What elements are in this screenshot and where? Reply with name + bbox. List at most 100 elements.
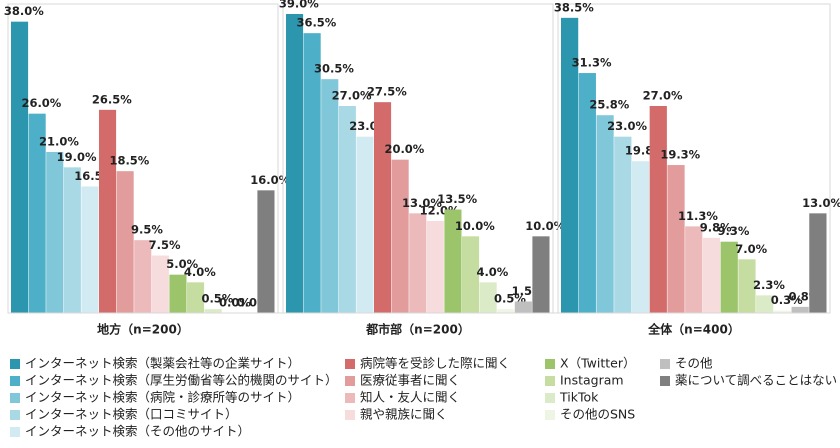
bar	[63, 167, 81, 313]
legend-label: 医療従事者に聞く	[360, 373, 460, 388]
value-label: 38.0%	[4, 4, 44, 18]
value-label: 13.5%	[437, 192, 477, 206]
bar	[809, 213, 827, 313]
bar	[773, 310, 792, 313]
value-label: 13.0%	[402, 196, 442, 210]
bar	[374, 102, 392, 314]
legend-swatch	[345, 393, 355, 403]
bar	[391, 159, 409, 313]
legend-swatch	[10, 410, 20, 420]
legend-label: Instagram	[560, 373, 624, 388]
legend-label: インターネット検索（病院・診療所等のサイト）	[25, 390, 300, 405]
value-label: 11.3%	[678, 209, 718, 223]
bar	[11, 21, 29, 314]
bar	[151, 255, 169, 313]
bar	[321, 79, 339, 314]
legend-swatch	[10, 393, 20, 403]
value-label: 27.5%	[367, 85, 407, 99]
bar	[134, 240, 152, 313]
bar	[338, 106, 356, 313]
legend-swatch	[660, 359, 670, 369]
bar	[791, 306, 809, 313]
legend-label: その他	[675, 356, 713, 371]
legend-swatch	[545, 376, 555, 386]
legend-swatch	[545, 410, 555, 420]
value-label: 30.5%	[314, 62, 354, 76]
bar	[532, 236, 550, 313]
legend-swatch	[345, 410, 355, 420]
value-label: 19.0%	[57, 150, 97, 164]
legend-label: X（Twitter）	[560, 356, 635, 371]
value-label: 7.5%	[149, 238, 181, 252]
bar	[702, 237, 721, 313]
legend-swatch	[10, 359, 20, 369]
legend-label: 知人・友人に聞く	[360, 390, 460, 405]
bar	[286, 14, 304, 313]
bar	[561, 17, 579, 313]
value-label: 25.8%	[589, 98, 629, 112]
legend-swatch	[545, 393, 555, 403]
bar	[444, 209, 462, 313]
value-label: 10.0%	[455, 219, 495, 233]
legend-label: その他のSNS	[560, 407, 635, 422]
value-label: 0.3%	[771, 293, 803, 307]
value-label: 19.3%	[660, 148, 700, 162]
bar	[667, 165, 685, 313]
bar	[479, 282, 497, 313]
bar	[426, 221, 444, 313]
bar	[614, 136, 632, 313]
bar	[631, 161, 650, 313]
value-label: 27.0%	[643, 89, 683, 103]
group-label: 全体（n=400）	[647, 322, 740, 337]
value-label: 9.8%	[700, 220, 732, 234]
bar	[578, 73, 596, 314]
value-label: 31.3%	[572, 56, 612, 70]
bar	[514, 301, 532, 313]
value-label: 20.0%	[384, 142, 424, 156]
bar	[356, 136, 374, 313]
bar	[81, 186, 99, 313]
value-label: 38.5%	[554, 0, 594, 14]
legend-swatch	[545, 359, 555, 369]
bar	[720, 241, 738, 313]
value-label: 9.3%	[718, 224, 750, 238]
legend-label: インターネット検索（口コミサイト）	[25, 407, 238, 422]
bar	[738, 259, 756, 313]
legend-swatch	[345, 359, 355, 369]
value-label: 0.0%	[219, 296, 251, 310]
bar	[497, 309, 515, 313]
bar	[756, 295, 774, 313]
bar	[649, 106, 667, 313]
bar	[204, 309, 222, 313]
legend-swatch	[660, 376, 670, 386]
legend-label: 薬について調べることはない	[675, 373, 837, 388]
value-label: 23.0%	[607, 119, 647, 133]
legend-label: TikTok	[559, 390, 599, 405]
group-label: 地方（n=200）	[97, 322, 189, 337]
legend-label: インターネット検索（厚生労働省等公的機関のサイト）	[25, 373, 338, 388]
bar	[685, 226, 703, 313]
bar	[303, 33, 321, 314]
legend-swatch	[10, 376, 20, 386]
value-label: 4.0%	[476, 265, 508, 279]
legend-label: 病院等を受診した際に聞く	[360, 356, 510, 371]
bar	[116, 171, 134, 313]
value-label: 39.0%	[279, 0, 319, 11]
bar	[28, 113, 46, 314]
value-label: 10.0%	[525, 219, 565, 233]
value-label: 13.0%	[802, 196, 840, 210]
bar	[462, 236, 480, 313]
value-label: 7.0%	[735, 242, 767, 256]
value-label: 0.5%	[201, 292, 233, 306]
value-label: 27.0%	[332, 89, 372, 103]
bar	[187, 282, 205, 313]
bar	[257, 190, 275, 313]
value-label: 9.5%	[131, 223, 163, 237]
value-label: 5.0%	[166, 257, 198, 271]
legend-label: インターネット検索（製薬会社等の企業サイト）	[25, 356, 300, 371]
value-label: 26.5%	[92, 92, 132, 106]
bar	[409, 213, 427, 313]
value-label: 18.5%	[109, 154, 149, 168]
